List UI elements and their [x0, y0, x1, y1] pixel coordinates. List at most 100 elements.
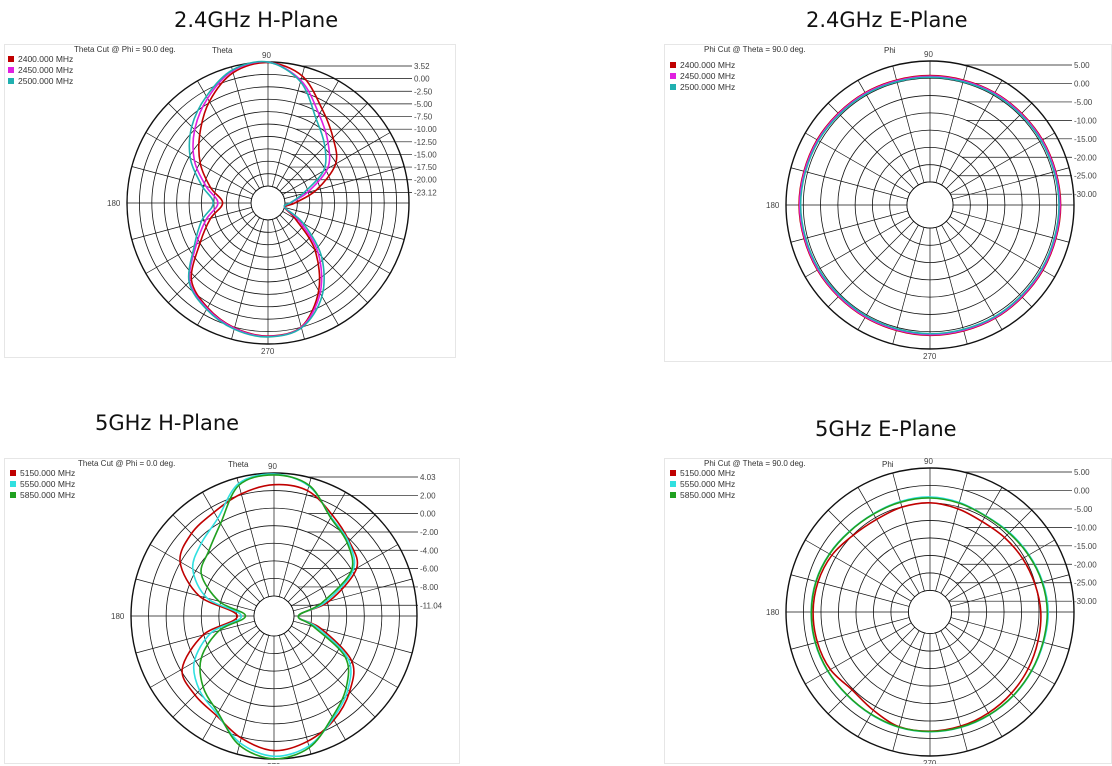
grid-spoke [857, 487, 920, 594]
grid-spoke [940, 487, 1003, 594]
legend-swatch [8, 78, 14, 84]
radial-tick-label: 3.52 [414, 62, 430, 71]
grid-spoke [276, 80, 339, 189]
radial-tick-label: -11.04 [420, 601, 443, 610]
grid-spoke [276, 217, 339, 326]
grid-spoke [168, 214, 257, 303]
grid-spoke [790, 210, 908, 243]
angle-axis-label: Theta [228, 460, 249, 469]
grid-spoke [790, 617, 910, 650]
series-line [798, 75, 1061, 336]
radial-tick-label: 0.00 [1074, 79, 1090, 88]
grid-spoke [279, 103, 368, 192]
radial-tick-label: -15.00 [414, 150, 437, 159]
legend-swatch [8, 67, 14, 73]
angle-label-270: 270 [267, 762, 281, 764]
legend-entry: 2400.000 MHz [680, 60, 735, 70]
grid-spoke [892, 227, 925, 345]
grid-spoke [172, 514, 261, 603]
angle-label-180: 180 [766, 201, 780, 210]
grid-spoke [857, 224, 919, 330]
cut-label: Phi Cut @ Theta = 90.0 deg. [704, 45, 806, 54]
grid-spoke [952, 210, 1070, 243]
legend-swatch [10, 470, 16, 476]
angle-label-180: 180 [766, 608, 780, 617]
grid-spoke [827, 627, 915, 715]
panel-title-4: 5GHz E-Plane [815, 417, 957, 441]
radial-ticks: 4.03 2.00 0.00 -2.00 -4.00 -6.00 -8.00 -11.04 [290, 473, 443, 610]
grid-spoke [949, 132, 1055, 194]
grid-spoke [279, 214, 368, 303]
grid-spoke [935, 472, 968, 592]
radial-tick-label: 0.00 [1074, 486, 1090, 495]
grid-spoke [805, 132, 911, 194]
radial-tick-label: 5.00 [1074, 61, 1090, 70]
polar-chart-5-e: 5.00 0.00 -5.00 -10.00 -15.00 -20.00 -25.00 -30… [664, 458, 1112, 764]
grid-spoke [892, 632, 925, 752]
grid-spoke [272, 219, 305, 340]
radial-tick-label: -20.00 [414, 176, 437, 185]
radial-tick-label: -25.00 [1074, 579, 1097, 588]
legend-swatch [670, 492, 676, 498]
legend-swatch [670, 470, 676, 476]
grid-spoke [857, 80, 919, 186]
panel-title-2: 2.4GHz E-Plane [806, 8, 968, 32]
legend-entry: 5550.000 MHz [20, 479, 75, 489]
radial-tick-label: -5.00 [1074, 505, 1093, 514]
grid-spoke [291, 544, 399, 607]
angle-label-270: 270 [923, 759, 937, 764]
polar-chart-24-h: 3.52 0.00 -2.50 -5.00 -7.50 -10.00 -12.50 -15.0… [4, 44, 456, 358]
radial-tick-label: 5.00 [1074, 468, 1090, 477]
angle-axis-label: Phi [882, 460, 894, 469]
plot-frame [664, 44, 1112, 362]
radial-tick-label: 0.00 [414, 75, 430, 84]
radial-ticks: 5.00 0.00 -5.00 -10.00 -15.00 -20.00 -25.00 -30… [948, 468, 1097, 606]
grid-spoke [283, 491, 346, 599]
legend-swatch [670, 84, 676, 90]
grid-spoke [948, 622, 1055, 685]
radial-tick-label: -12.50 [414, 138, 437, 147]
radial-ticks: 5.00 0.00 -5.00 -10.00 -15.00 -20.00 -25.00 -30… [950, 61, 1097, 199]
series-line [190, 61, 338, 337]
grid-spoke [272, 66, 305, 187]
radial-tick-label: -4.00 [420, 546, 439, 555]
angle-label-90: 90 [262, 51, 271, 60]
grid-spoke [950, 617, 1070, 650]
grid-spoke [231, 66, 264, 187]
angle-label-270: 270 [923, 352, 937, 361]
radial-tick-label: -10.00 [1074, 523, 1097, 532]
grid-spoke [949, 216, 1055, 278]
angle-label-180: 180 [111, 612, 125, 621]
angle-label-270: 270 [261, 347, 275, 356]
grid-spoke [892, 65, 925, 183]
series-line [188, 60, 331, 338]
legend-swatch [10, 481, 16, 487]
angle-label-180: 180 [107, 199, 121, 208]
grid-spoke [946, 221, 1033, 308]
radial-tick-label: -30.00 [1074, 597, 1097, 606]
radial-tick-label: 4.03 [420, 473, 436, 482]
grid-spoke [941, 80, 1003, 186]
legend-entry: 5550.000 MHz [680, 479, 735, 489]
radial-tick-label: -15.00 [1074, 542, 1097, 551]
series-line [810, 497, 1049, 733]
radial-tick-label: -10.00 [1074, 116, 1097, 125]
radial-tick-label: -17.50 [414, 163, 437, 172]
grid-spoke [287, 514, 376, 603]
angle-label-90: 90 [924, 50, 933, 59]
grid-spoke [827, 509, 915, 597]
grid-spoke [805, 622, 912, 685]
radial-tick-label: -2.00 [420, 528, 439, 537]
legend-entry: 2500.000 MHz [680, 82, 735, 92]
grid-spoke [278, 477, 312, 597]
legend-entry: 2400.000 MHz [18, 54, 73, 64]
angle-label-90: 90 [268, 462, 277, 471]
legend-entry: 5150.000 MHz [20, 468, 75, 478]
grid-spoke [935, 65, 968, 183]
legend-swatch [670, 481, 676, 487]
grid-spoke [202, 633, 265, 741]
radial-ticks: 3.52 0.00 -2.50 -5.00 -7.50 -10.00 -12.50 -15.0… [281, 62, 437, 197]
grid-spoke [790, 574, 910, 607]
